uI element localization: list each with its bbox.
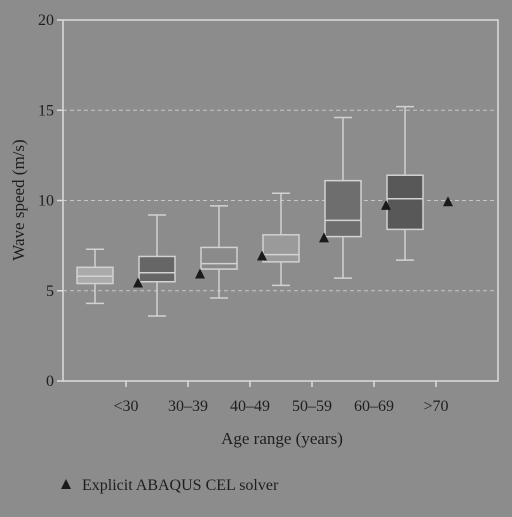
x-axis-label: Age range (years) <box>221 429 343 448</box>
y-tick-label: 20 <box>38 12 54 29</box>
box-3 <box>262 192 300 287</box>
x-tick-label: <30 <box>113 398 138 415</box>
x-tick-label: 30–39 <box>168 398 208 415</box>
box-4 <box>324 116 362 279</box>
box-2 <box>200 205 238 299</box>
box-1 <box>138 214 176 317</box>
y-tick-label: 0 <box>46 373 54 390</box>
box-0 <box>76 248 114 305</box>
x-tick-label: 60–69 <box>354 398 394 415</box>
iqr-box <box>76 266 114 285</box>
iqr-box <box>262 234 300 263</box>
marker-layer <box>133 196 453 288</box>
x-tick-label: 50–59 <box>292 398 332 415</box>
y-axis-label: Wave speed (m/s) <box>9 139 28 260</box>
iqr-box <box>386 174 424 231</box>
iqr-box <box>324 179 362 238</box>
box-layer <box>76 105 424 317</box>
y-tick-label: 15 <box>38 102 54 119</box>
x-tick-label: >70 <box>423 398 448 415</box>
y-tick-label: 10 <box>38 193 54 210</box>
iqr-box <box>138 255 176 283</box>
y-tick-label: 5 <box>46 283 54 300</box>
legend-triangle-marker <box>61 479 71 489</box>
solver-marker <box>195 268 205 279</box>
legend: Explicit ABAQUS CEL solver <box>61 477 279 494</box>
solver-marker <box>257 250 267 261</box>
iqr-box <box>200 246 238 270</box>
solver-marker <box>381 199 391 210</box>
x-tick-label: 40–49 <box>230 398 270 415</box>
solver-marker <box>319 232 329 243</box>
axis-layer: 0 5 10 15 20 <30 30–39 40–49 50–59 60–69 >70 <box>38 12 499 415</box>
solver-marker <box>443 196 453 207</box>
solver-marker <box>133 277 143 288</box>
legend-label: Explicit ABAQUS CEL solver <box>82 477 279 494</box>
box-5 <box>386 105 424 261</box>
